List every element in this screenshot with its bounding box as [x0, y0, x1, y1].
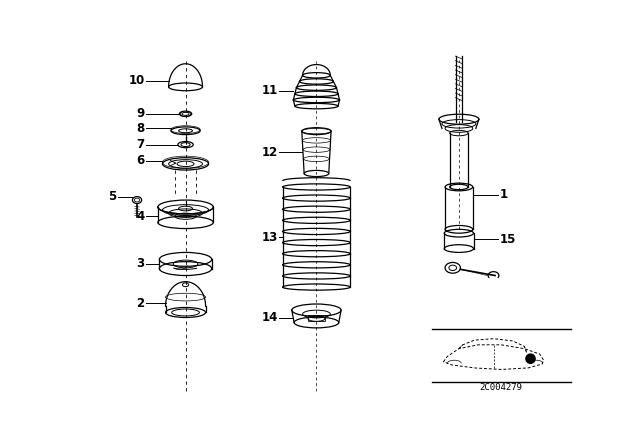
Text: 2C004279: 2C004279 — [480, 383, 523, 392]
Text: 5: 5 — [108, 190, 116, 203]
Text: 8: 8 — [136, 122, 145, 135]
Text: 4: 4 — [136, 210, 145, 223]
Text: 9: 9 — [136, 108, 145, 121]
Text: 6: 6 — [136, 154, 145, 167]
Text: 2: 2 — [136, 297, 145, 310]
Text: 1: 1 — [500, 188, 508, 201]
Text: 12: 12 — [262, 146, 278, 159]
Text: 7: 7 — [136, 138, 145, 151]
Circle shape — [526, 354, 535, 363]
Bar — [308, 315, 325, 321]
Text: 13: 13 — [262, 231, 278, 244]
Text: 14: 14 — [262, 311, 278, 324]
Text: 15: 15 — [500, 233, 516, 246]
Text: 3: 3 — [136, 258, 145, 271]
Text: 10: 10 — [129, 74, 145, 87]
Text: 11: 11 — [262, 84, 278, 97]
